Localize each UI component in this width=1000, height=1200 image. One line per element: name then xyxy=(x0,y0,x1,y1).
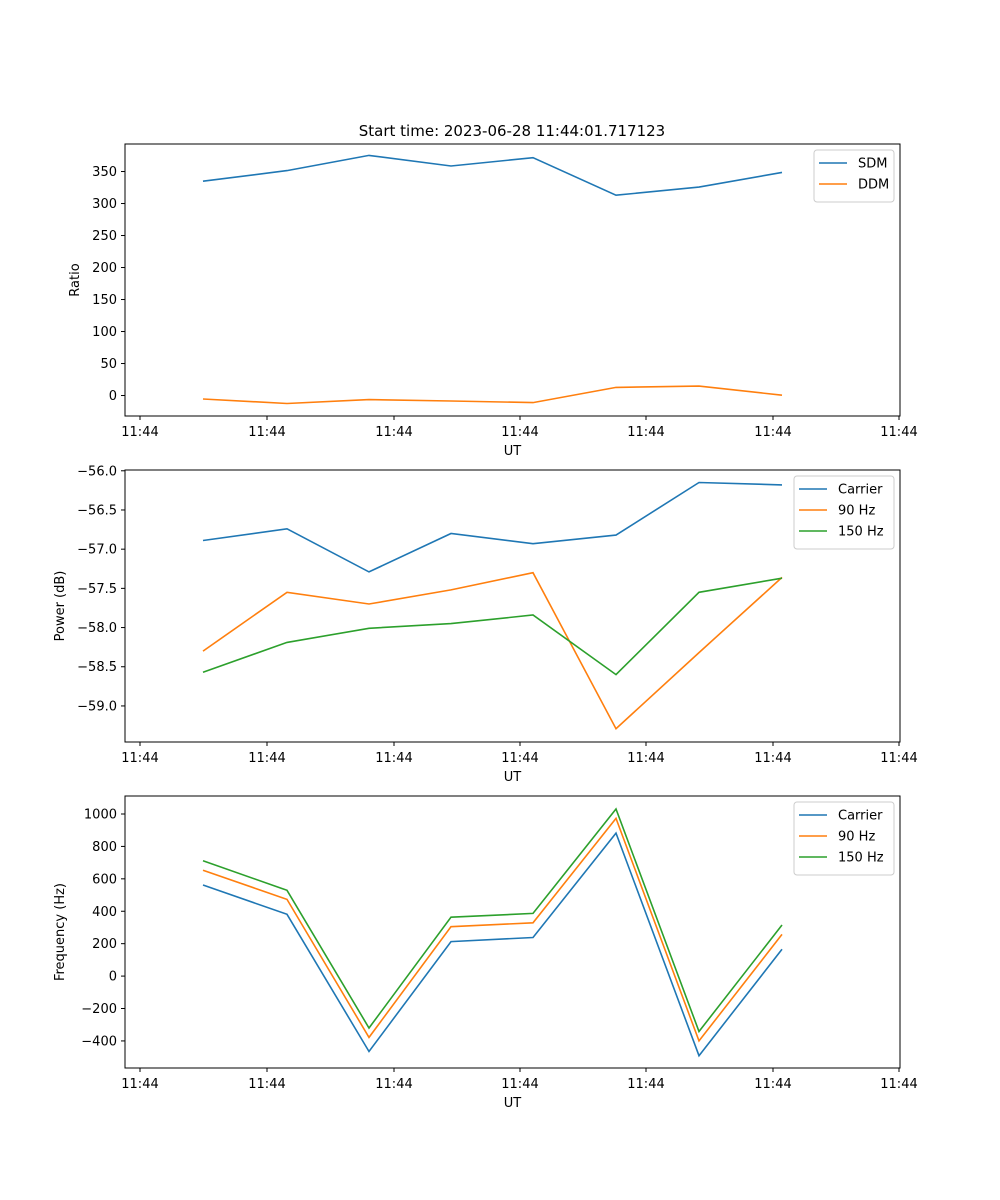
ratio-y-tick-label: 300 xyxy=(92,197,117,212)
figure-title: Start time: 2023-06-28 11:44:01.717123 xyxy=(359,122,665,140)
frequency-axes-frame xyxy=(124,795,901,1069)
ratio-x-tick-label: 11:44 xyxy=(248,425,285,440)
power-x-tick-label: 11:44 xyxy=(627,751,664,766)
ratio-y-tick-label: 200 xyxy=(92,261,117,276)
frequency-y-tick-label: −200 xyxy=(81,1002,117,1017)
frequency-y-tick-label: 800 xyxy=(92,840,117,855)
ratio-x-tick-label: 11:44 xyxy=(375,425,412,440)
ratio-x-tick-label: 11:44 xyxy=(501,425,538,440)
ratio-y-tick-label: 100 xyxy=(92,325,117,340)
ratio-x-axis-label: UT xyxy=(504,444,522,459)
power-y-tick-label: −56.5 xyxy=(77,503,117,518)
power-legend-entry: 150 Hz xyxy=(838,525,884,540)
power-x-tick-label: 11:44 xyxy=(501,751,538,766)
power-legend-entry: Carrier xyxy=(838,483,883,498)
ratio-y-axis-label: Ratio xyxy=(68,263,83,296)
power-x-tick-label: 11:44 xyxy=(121,751,158,766)
power-x-axis-label: UT xyxy=(504,770,522,785)
ratio-legend-entry: SDM xyxy=(858,157,887,172)
frequency-series-90-hz-line xyxy=(202,816,783,1043)
power-x-tick-label: 11:44 xyxy=(248,751,285,766)
frequency-series-150-hz-line xyxy=(202,807,783,1034)
frequency-legend-entry: 150 Hz xyxy=(838,851,884,866)
frequency-panel: 11:44 11:44 11:44 11:44 11:44 11:44 11:44 −400 −… xyxy=(53,795,918,1111)
ratio-y-tick-label: 0 xyxy=(109,389,117,404)
frequency-legend-entry: Carrier xyxy=(838,809,883,824)
frequency-y-tick-label: 400 xyxy=(92,905,117,920)
ratio-y-tick-label: 350 xyxy=(92,165,117,180)
frequency-x-tick-label: 11:44 xyxy=(501,1077,538,1092)
frequency-x-axis-label: UT xyxy=(504,1096,522,1111)
frequency-y-tick-label: 200 xyxy=(92,937,117,952)
ratio-y-tick-label: 250 xyxy=(92,229,117,244)
frequency-legend-entry: 90 Hz xyxy=(838,830,875,845)
power-y-tick-label: −56.0 xyxy=(77,464,117,479)
power-y-tick-label: −58.5 xyxy=(77,660,117,675)
frequency-y-axis-label: Frequency (Hz) xyxy=(53,883,68,981)
power-x-tick-label: 11:44 xyxy=(880,751,917,766)
frequency-series-carrier-line xyxy=(202,831,783,1058)
ratio-series-ddm-line xyxy=(202,385,783,405)
frequency-legend: Carrier 90 Hz 150 Hz xyxy=(793,801,895,876)
frequency-x-tick-label: 11:44 xyxy=(627,1077,664,1092)
frequency-x-tick-label: 11:44 xyxy=(248,1077,285,1092)
ratio-x-tick-label: 11:44 xyxy=(627,425,664,440)
power-y-axis-label: Power (dB) xyxy=(53,571,68,642)
frequency-y-tick-label: 0 xyxy=(109,970,117,985)
power-y-tick-label: −57.5 xyxy=(77,582,117,597)
ratio-x-tick-label: 11:44 xyxy=(754,425,791,440)
power-series-150-hz-line xyxy=(202,577,783,676)
power-y-tick-label: −57.0 xyxy=(77,543,117,558)
ratio-x-tick-label: 11:44 xyxy=(880,425,917,440)
ratio-legend: SDM DDM xyxy=(813,149,895,203)
frequency-x-tick-label: 11:44 xyxy=(375,1077,412,1092)
power-x-tick-label: 11:44 xyxy=(375,751,412,766)
frequency-x-tick-label: 11:44 xyxy=(880,1077,917,1092)
ratio-y-tick-label: 150 xyxy=(92,293,117,308)
power-panel: 11:44 11:44 11:44 11:44 11:44 11:44 11:44 −59.0… xyxy=(53,464,918,785)
power-series-carrier-line xyxy=(202,481,783,573)
power-legend-entry: 90 Hz xyxy=(838,504,875,519)
frequency-y-tick-label: 600 xyxy=(92,872,117,887)
power-y-tick-label: −59.0 xyxy=(77,699,117,714)
frequency-x-tick-label: 11:44 xyxy=(754,1077,791,1092)
power-series-90-hz-line xyxy=(202,571,783,730)
frequency-y-tick-label: 1000 xyxy=(84,807,117,822)
ratio-series-sdm-line xyxy=(202,154,783,197)
ratio-panel: 11:44 11:44 11:44 11:44 11:44 11:44 11:44 0 50 10… xyxy=(68,143,918,459)
power-y-tick-label: −58.0 xyxy=(77,621,117,636)
frequency-y-tick-label: −400 xyxy=(81,1034,117,1049)
frequency-x-tick-label: 11:44 xyxy=(121,1077,158,1092)
power-x-tick-label: 11:44 xyxy=(754,751,791,766)
power-legend: Carrier 90 Hz 150 Hz xyxy=(793,475,895,550)
ratio-legend-entry: DDM xyxy=(858,178,889,193)
ratio-axes-frame xyxy=(124,143,901,417)
power-axes-frame xyxy=(124,469,901,743)
ratio-x-tick-label: 11:44 xyxy=(121,425,158,440)
ratio-y-tick-label: 50 xyxy=(100,357,117,372)
